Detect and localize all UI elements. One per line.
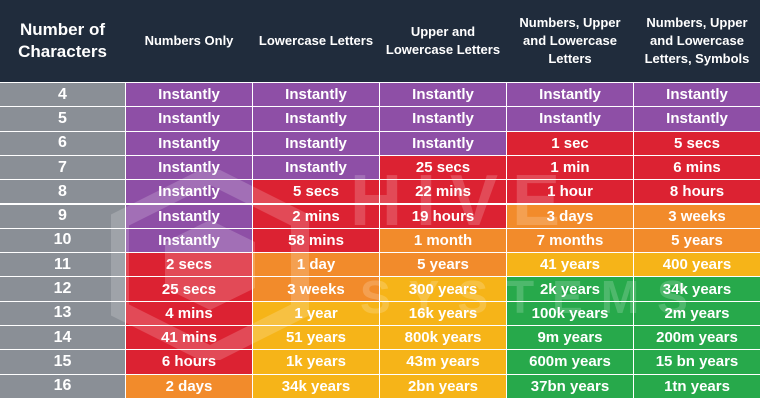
table-row: 15 6 hours 1k years 43m years 600m years 15 b… bbox=[0, 350, 760, 374]
crack-time-cell: 2 secs bbox=[126, 253, 252, 277]
crack-time-cell: Instantly bbox=[634, 107, 760, 131]
table-row: 13 4 mins 1 year 16k years 100k years 2m year… bbox=[0, 301, 760, 326]
header-number-of-characters: Number of Characters bbox=[18, 20, 107, 61]
crack-time-cell: Instantly bbox=[380, 107, 506, 131]
crack-time-cell: Instantly bbox=[507, 107, 633, 131]
crack-time-cell: 6 mins bbox=[634, 155, 760, 180]
header-numbers-only: Numbers Only bbox=[144, 33, 234, 48]
table-row: 10 Instantly 58 mins 1 month 7 months 5 years bbox=[0, 228, 760, 253]
row-character-count: 8 bbox=[0, 180, 125, 204]
crack-time-cell: Instantly bbox=[253, 155, 379, 180]
crack-time-cell: 1k years bbox=[253, 350, 379, 374]
row-character-count: 15 bbox=[0, 350, 125, 374]
crack-time-cell: 19 hours bbox=[380, 204, 506, 228]
crack-time-cell: 2k years bbox=[507, 277, 633, 301]
crack-time-cell: 5 secs bbox=[634, 131, 760, 155]
row-character-count: 7 bbox=[0, 155, 125, 180]
crack-time-cell: Instantly bbox=[253, 131, 379, 155]
crack-time-cell: Instantly bbox=[126, 131, 252, 155]
header-upper-lowercase: Upper and Lowercase Letters bbox=[385, 24, 501, 57]
crack-time-cell: 1 sec bbox=[507, 131, 633, 155]
crack-time-cell: 1 min bbox=[507, 155, 633, 180]
crack-time-cell: 41 mins bbox=[126, 326, 252, 350]
table-row: 12 25 secs 3 weeks 300 years 2k years 34k yea… bbox=[0, 277, 760, 301]
crack-time-cell: Instantly bbox=[253, 107, 379, 131]
table-row: 16 2 days 34k years 2bn years 37bn years 1tn … bbox=[0, 374, 760, 399]
crack-time-cell: 300 years bbox=[380, 277, 506, 301]
row-character-count: 9 bbox=[0, 204, 125, 228]
crack-time-cell: 25 secs bbox=[380, 155, 506, 180]
row-character-count: 11 bbox=[0, 253, 125, 277]
crack-time-cell: 37bn years bbox=[507, 374, 633, 398]
crack-time-cell: 51 years bbox=[253, 326, 379, 350]
crack-time-cell: 22 mins bbox=[380, 180, 506, 204]
table-row: 4 Instantly Instantly Instantly Instantly Ins… bbox=[0, 83, 760, 107]
table-row: 9 Instantly 2 mins 19 hours 3 days 3 weeks bbox=[0, 204, 760, 229]
crack-time-cell: 4 mins bbox=[126, 301, 252, 325]
crack-time-cell: Instantly bbox=[126, 83, 252, 107]
row-character-count: 6 bbox=[0, 131, 125, 155]
crack-time-cell: Instantly bbox=[126, 204, 252, 228]
crack-time-cell: 5 years bbox=[634, 228, 760, 253]
table-row: 8 Instantly 5 secs 22 mins 1 hour 8 hours bbox=[0, 180, 760, 204]
crack-time-cell: 2m years bbox=[634, 301, 760, 325]
row-character-count: 16 bbox=[0, 374, 125, 398]
crack-time-cell: Instantly bbox=[380, 83, 506, 107]
crack-time-cell: 43m years bbox=[380, 350, 506, 374]
crack-time-cell: 2 days bbox=[126, 374, 252, 398]
crack-time-cell: Instantly bbox=[126, 228, 252, 253]
crack-time-cell: 1 day bbox=[253, 253, 379, 277]
table-row: 11 2 secs 1 day 5 years 41 years 400 years bbox=[0, 253, 760, 277]
row-character-count: 5 bbox=[0, 107, 125, 131]
crack-time-cell: 3 weeks bbox=[253, 277, 379, 301]
crack-time-cell: 15 bn years bbox=[634, 350, 760, 374]
crack-time-cell: 600m years bbox=[507, 350, 633, 374]
crack-time-cell: 800k years bbox=[380, 326, 506, 350]
crack-time-cell: Instantly bbox=[126, 155, 252, 180]
row-character-count: 13 bbox=[0, 301, 125, 325]
table-row: 6 Instantly Instantly Instantly 1 sec 5 secs bbox=[0, 131, 760, 156]
crack-time-cell: 34k years bbox=[634, 277, 760, 301]
row-character-count: 14 bbox=[0, 326, 125, 350]
row-character-count: 10 bbox=[0, 228, 125, 253]
crack-time-cell: 2bn years bbox=[380, 374, 506, 398]
crack-time-cell: 2 mins bbox=[253, 204, 379, 228]
crack-time-cell: Instantly bbox=[634, 83, 760, 107]
crack-time-cell: 8 hours bbox=[634, 180, 760, 204]
crack-time-cell: 100k years bbox=[507, 301, 633, 325]
crack-time-cell: 58 mins bbox=[253, 228, 379, 253]
crack-time-cell: 7 months bbox=[507, 228, 633, 253]
crack-time-cell: Instantly bbox=[126, 107, 252, 131]
crack-time-cell: 3 days bbox=[507, 204, 633, 228]
crack-time-cell: Instantly bbox=[507, 83, 633, 107]
crack-time-cell: Instantly bbox=[253, 83, 379, 107]
crack-time-cell: 1 year bbox=[253, 301, 379, 325]
header-lowercase-letters: Lowercase Letters bbox=[258, 33, 374, 48]
crack-time-cell: 3 weeks bbox=[634, 204, 760, 228]
table-row: 5 Instantly Instantly Instantly Instantly Ins… bbox=[0, 107, 760, 131]
crack-time-cell: Instantly bbox=[126, 180, 252, 204]
crack-time-cell: 1 hour bbox=[507, 180, 633, 204]
crack-time-cell: 1 month bbox=[380, 228, 506, 253]
crack-time-cell: 9m years bbox=[507, 326, 633, 350]
crack-time-cell: 34k years bbox=[253, 374, 379, 398]
crack-time-cell: 200m years bbox=[634, 326, 760, 350]
crack-time-cell: 6 hours bbox=[126, 350, 252, 374]
header-numbers-upper-lowercase: Numbers, Upper and Lowercase Letters bbox=[519, 15, 621, 66]
crack-time-cell: 25 secs bbox=[126, 277, 252, 301]
table-row: 7 Instantly Instantly 25 secs 1 min 6 mins bbox=[0, 155, 760, 180]
crack-time-cell: 5 years bbox=[380, 253, 506, 277]
row-character-count: 12 bbox=[0, 277, 125, 301]
crack-time-cell: Instantly bbox=[380, 131, 506, 155]
crack-time-cell: 5 secs bbox=[253, 180, 379, 204]
crack-time-cell: 16k years bbox=[380, 301, 506, 325]
crack-time-cell: 1tn years bbox=[634, 374, 760, 398]
crack-time-cell: 41 years bbox=[507, 253, 633, 277]
row-character-count: 4 bbox=[0, 83, 125, 107]
table-row: 14 41 mins 51 years 800k years 9m years 200m … bbox=[0, 326, 760, 350]
table-header: Number of Characters Numbers Only Lowerc… bbox=[0, 0, 760, 82]
crack-time-cell: 400 years bbox=[634, 253, 760, 277]
header-numbers-upper-lowercase-symbols: Numbers, Upper and Lowercase Letters, Sy… bbox=[644, 15, 750, 66]
